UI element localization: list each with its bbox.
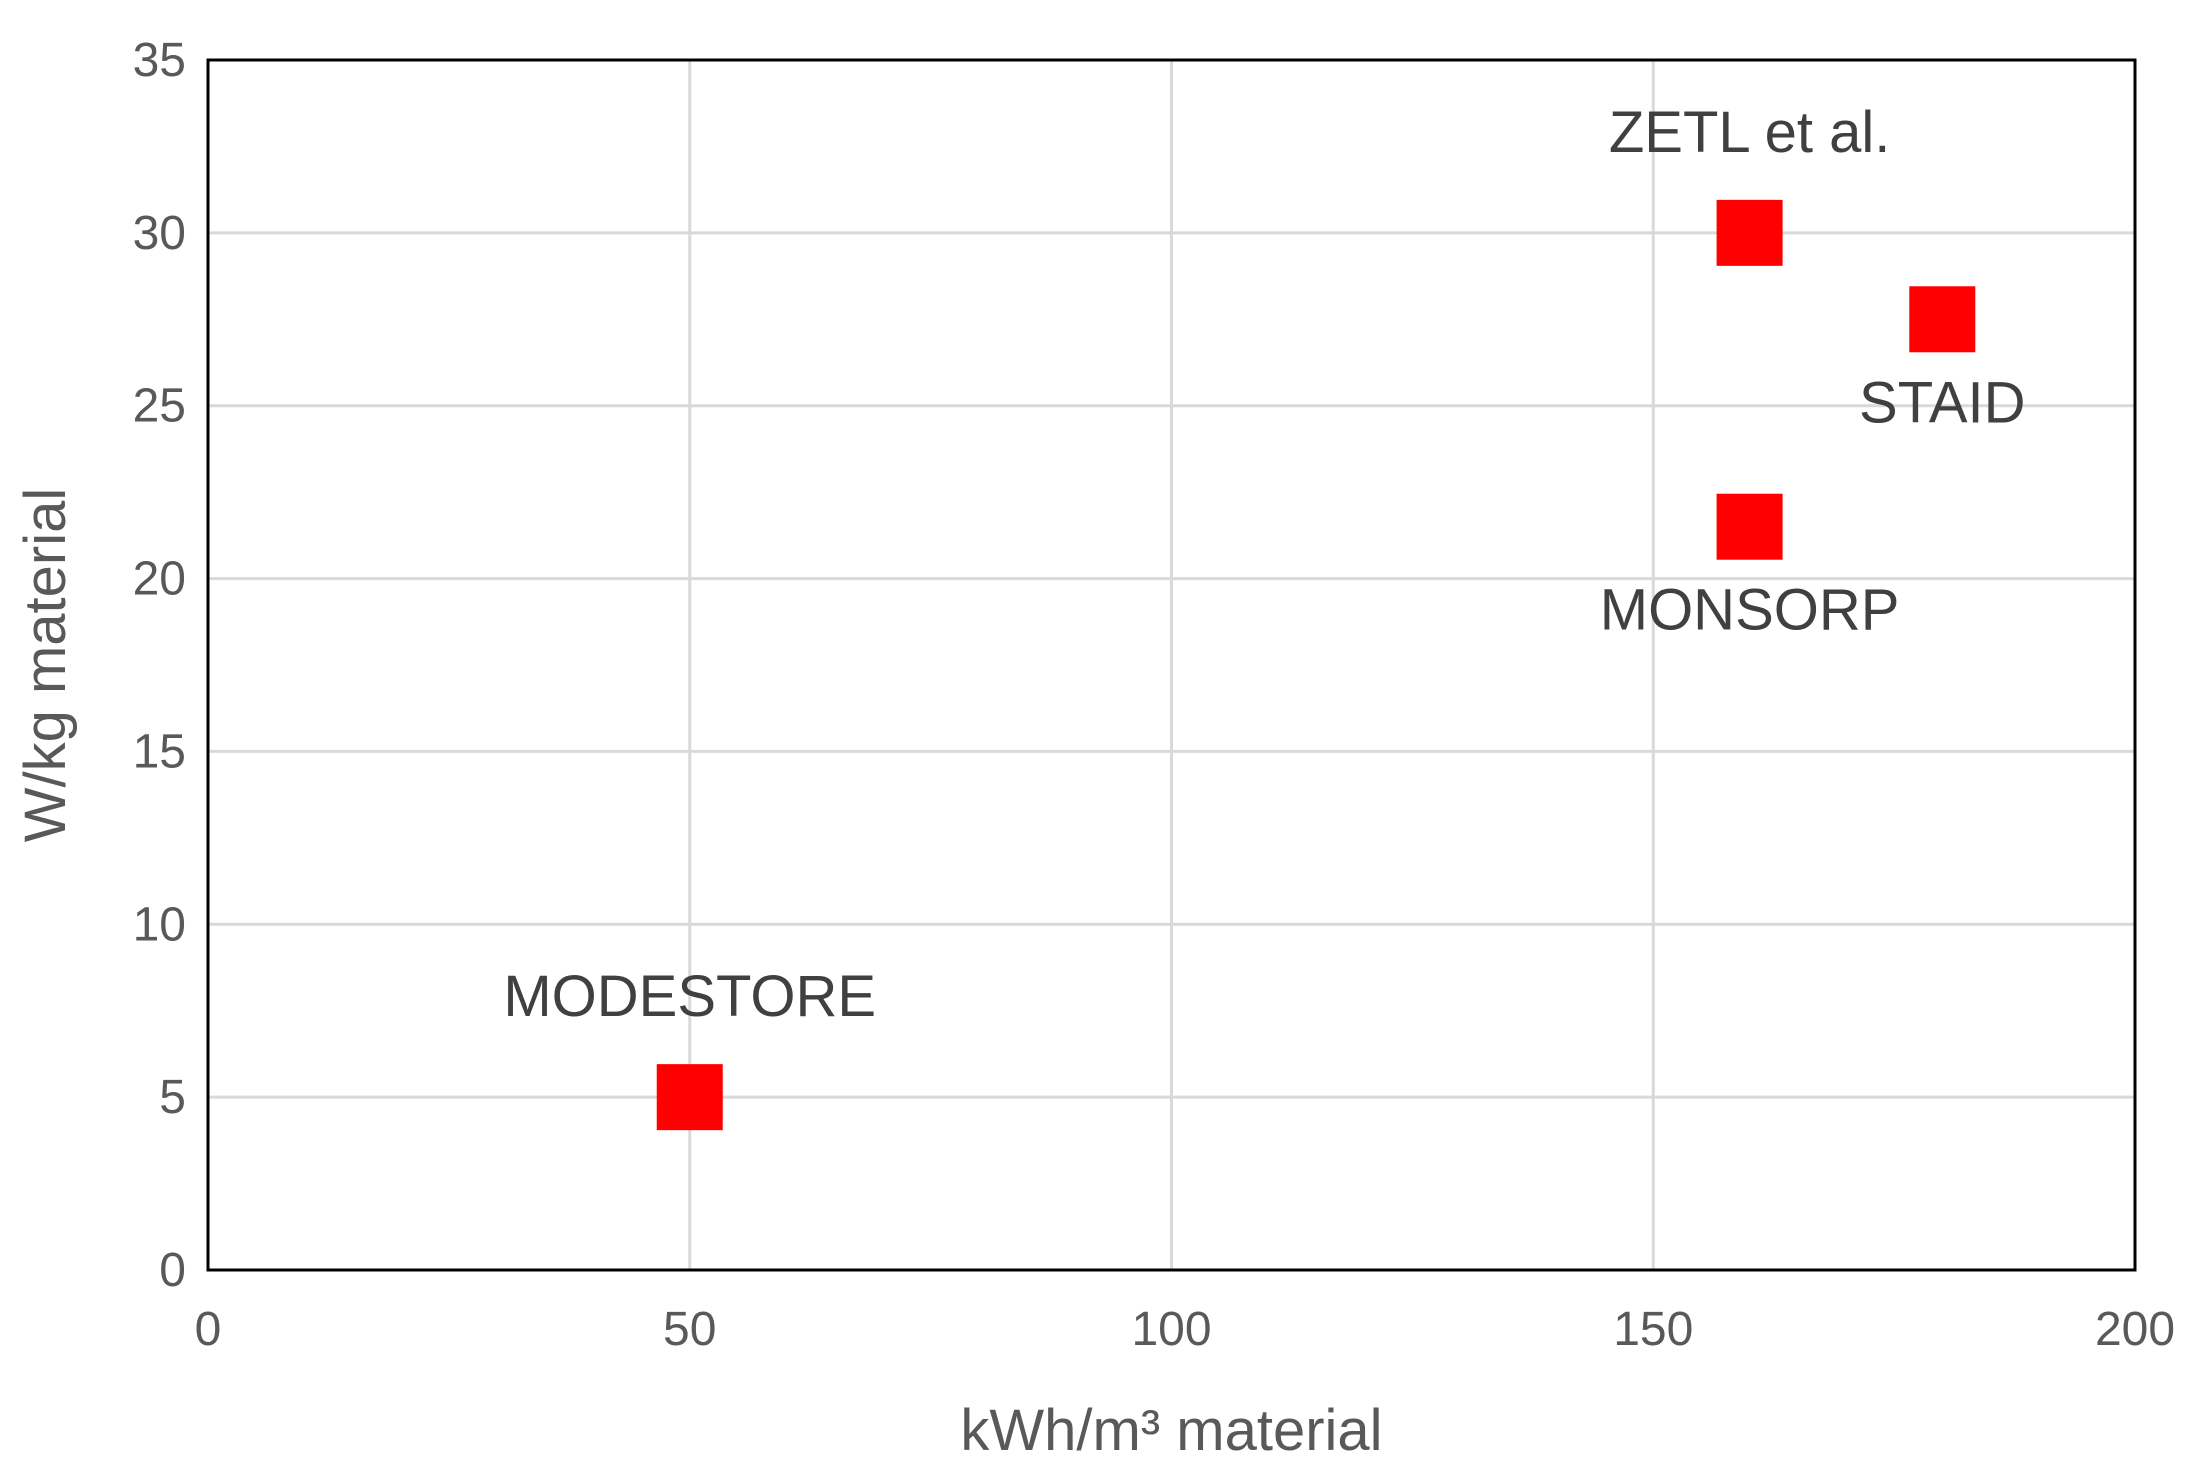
data-points [656, 199, 1976, 1131]
y-axis-title: W/kg material [13, 488, 78, 843]
data-point-label: MODESTORE [503, 964, 876, 1029]
x-tick-label: 0 [195, 1303, 222, 1356]
plot-area-frame [206, 58, 2137, 1272]
x-tick-label: 50 [663, 1303, 716, 1356]
y-tick-label: 20 [133, 553, 186, 606]
x-tick-label: 100 [1131, 1303, 1211, 1356]
y-tick-label: 10 [133, 898, 186, 951]
data-point-marker [1909, 286, 1976, 353]
tick-labels: 0 50 100 150 200 0 5 10 15 20 25 30 35 [133, 34, 2175, 1356]
data-point-label: MONSORP [1600, 578, 1900, 643]
y-tick-label: 0 [159, 1244, 186, 1297]
y-tick-label: 35 [133, 34, 186, 87]
data-point-marker [1716, 493, 1783, 560]
x-axis-title: kWh/m³ material [960, 1398, 1382, 1463]
y-tick-label: 15 [133, 725, 186, 778]
y-tick-label: 5 [159, 1071, 186, 1124]
data-point-label: ZETL et al. [1609, 100, 1891, 165]
y-tick-label: 30 [133, 207, 186, 260]
x-tick-label: 200 [2095, 1303, 2175, 1356]
data-point-marker [1716, 199, 1783, 266]
data-point-marker [656, 1064, 723, 1131]
data-point-label: STAID [1859, 370, 2026, 435]
grid-lines [206, 58, 2137, 1272]
y-tick-label: 25 [133, 380, 186, 433]
data-point-labels: MODESTORE ZETL et al. STAID MONSORP [503, 100, 2025, 1029]
x-tick-label: 150 [1613, 1303, 1693, 1356]
